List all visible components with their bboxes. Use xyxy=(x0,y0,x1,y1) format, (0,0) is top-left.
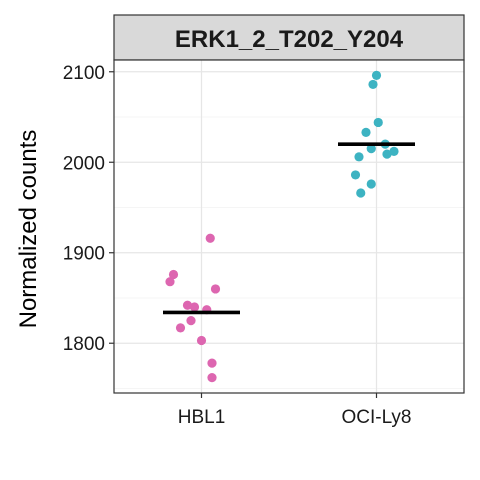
y-axis: 1800 1900 2000 2100 xyxy=(63,63,114,355)
data-point xyxy=(189,302,200,312)
data-point xyxy=(207,358,217,368)
data-point xyxy=(168,269,179,280)
data-point xyxy=(210,284,221,294)
x-tick-label: OCI-Ly8 xyxy=(341,407,411,428)
y-tick-label: 1800 xyxy=(63,334,105,355)
data-point xyxy=(361,127,371,137)
data-point xyxy=(182,300,193,310)
data-point xyxy=(356,188,366,198)
y-tick-label: 2000 xyxy=(63,153,105,174)
data-point xyxy=(350,170,361,180)
plot-panel xyxy=(114,60,464,393)
data-point xyxy=(371,70,382,80)
data-point xyxy=(354,152,364,162)
data-marks xyxy=(163,70,415,383)
grid-lines xyxy=(114,60,464,393)
y-tick-label: 2100 xyxy=(63,63,105,84)
data-point xyxy=(175,323,186,333)
data-point xyxy=(165,277,175,287)
data-point xyxy=(366,179,376,189)
data-point xyxy=(207,373,217,383)
facet-strip xyxy=(113,14,465,61)
data-point xyxy=(196,335,207,346)
data-point xyxy=(389,146,399,156)
data-point xyxy=(382,149,392,159)
data-point xyxy=(366,144,376,154)
facet-title: ERK1_2_T202_Y204 xyxy=(175,26,404,53)
data-point xyxy=(373,117,383,128)
x-axis: HBL1 OCI-Ly8 xyxy=(178,393,412,428)
y-axis-title: Normalized counts xyxy=(15,130,42,329)
data-point xyxy=(368,79,378,90)
data-point xyxy=(205,233,215,243)
data-point xyxy=(186,316,196,326)
x-tick-label: HBL1 xyxy=(178,407,226,428)
plot-border xyxy=(113,59,465,394)
y-tick-label: 1900 xyxy=(63,244,105,265)
